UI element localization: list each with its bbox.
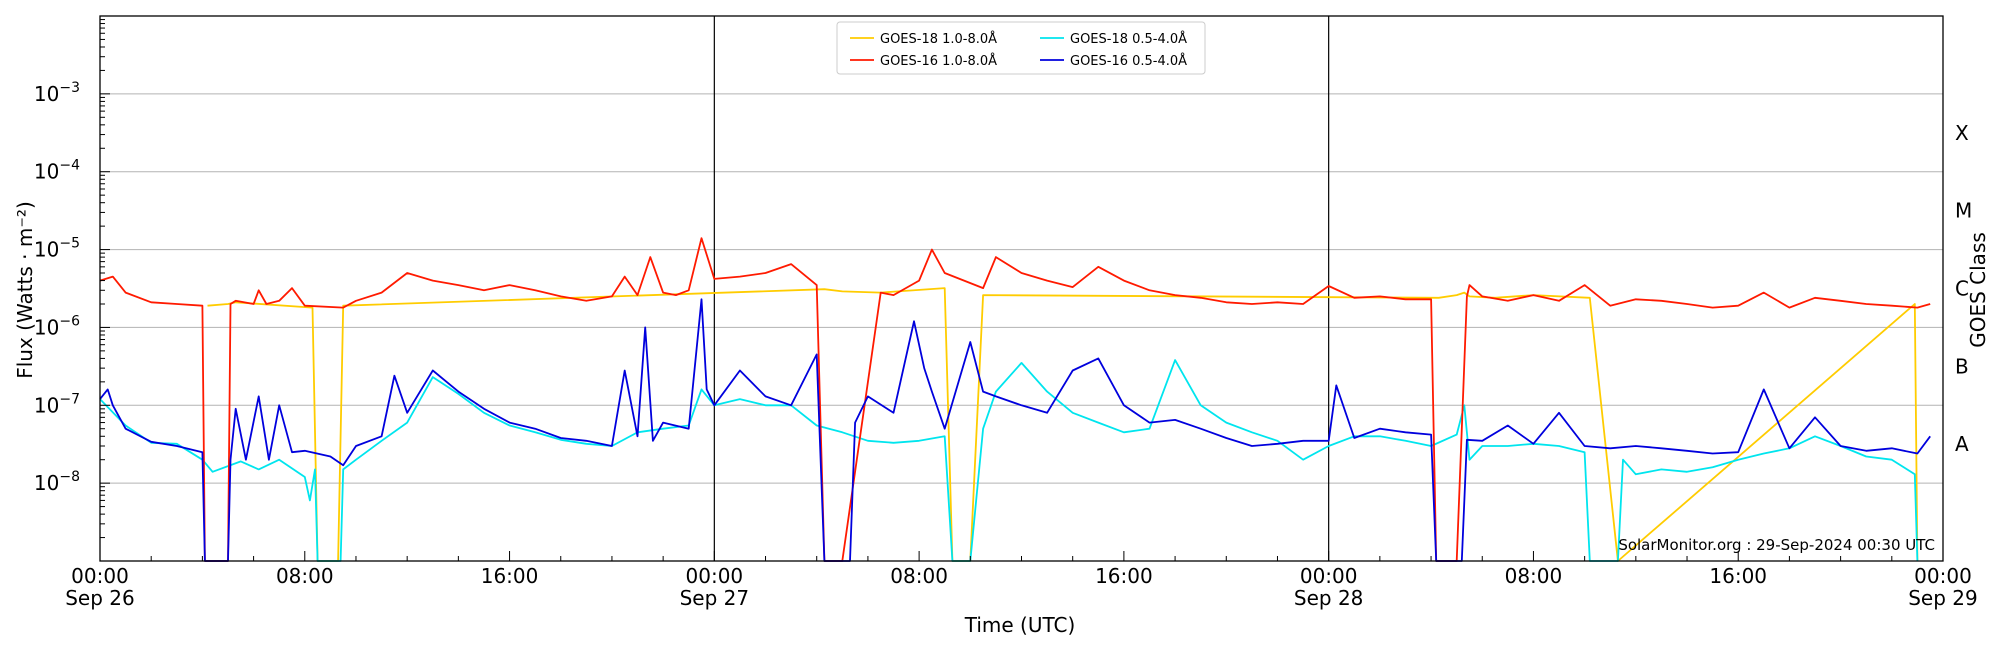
x-tick-date: Sep 28: [1294, 586, 1364, 610]
legend-label: GOES-18 1.0-8.0Å: [880, 31, 997, 47]
y-tick-label: 10−6: [34, 313, 80, 339]
goes-class-X: X: [1955, 121, 1969, 145]
legend: GOES-18 1.0-8.0Å GOES-18 0.5-4.0Å GOES-16 …: [836, 21, 1206, 75]
series-line-3: [99, 298, 1931, 562]
goes-class-A: A: [1955, 432, 1969, 456]
x-tick-date: Sep 29: [1908, 586, 1978, 610]
y-tick-label: 10−8: [34, 469, 80, 495]
day-dividers: [713, 16, 1330, 561]
series-line-2: [99, 237, 1931, 562]
x-tick-time: 00:00: [71, 564, 129, 588]
goes-class-B: B: [1955, 354, 1969, 378]
y-tick-label: 10−3: [34, 80, 80, 106]
credit-text: SolarMonitor.org : 29-Sep-2024 00:30 UTC: [1618, 536, 1935, 554]
goes-class-M: M: [1955, 199, 1972, 223]
y-tick-label: 10−4: [34, 158, 80, 184]
legend-items: GOES-18 1.0-8.0Å GOES-18 0.5-4.0Å GOES-16 …: [850, 31, 1187, 69]
legend-label: GOES-16 0.5-4.0Å: [1070, 53, 1187, 69]
x-tick-time: 00:00: [1300, 564, 1358, 588]
x-tick-time: 16:00: [481, 564, 539, 588]
x-tick-time: 08:00: [276, 564, 334, 588]
x-tick-date: Sep 27: [680, 586, 750, 610]
goes-class-labels: A B C M X: [1955, 121, 1972, 456]
x-tick-time: 16:00: [1095, 564, 1153, 588]
y-axis-ticks: 10−8 10−7 10−6 10−5 10−4 10−3: [34, 19, 110, 562]
x-axis-title: Time (UTC): [964, 613, 1076, 637]
x-tick-time: 00:00: [686, 564, 744, 588]
y-tick-label: 10−7: [34, 391, 80, 417]
legend-box: [836, 21, 1206, 75]
x-tick-time: 16:00: [1709, 564, 1767, 588]
plot-background: [100, 16, 1943, 561]
legend-label: GOES-18 0.5-4.0Å: [1070, 31, 1187, 47]
x-tick-date: Sep 26: [65, 586, 135, 610]
y-tick-label: 10−5: [34, 236, 80, 262]
x-tick-time: 00:00: [1914, 564, 1972, 588]
x-tick-time: 08:00: [1505, 564, 1563, 588]
x-tick-time: 08:00: [890, 564, 948, 588]
goes-class-C: C: [1955, 277, 1969, 301]
gridlines: [100, 93, 1943, 484]
y-axis-title: Flux (Watts · m⁻²): [13, 201, 37, 379]
legend-label: GOES-16 1.0-8.0Å: [880, 53, 997, 69]
right-axis-title: GOES Class: [1966, 232, 1990, 348]
